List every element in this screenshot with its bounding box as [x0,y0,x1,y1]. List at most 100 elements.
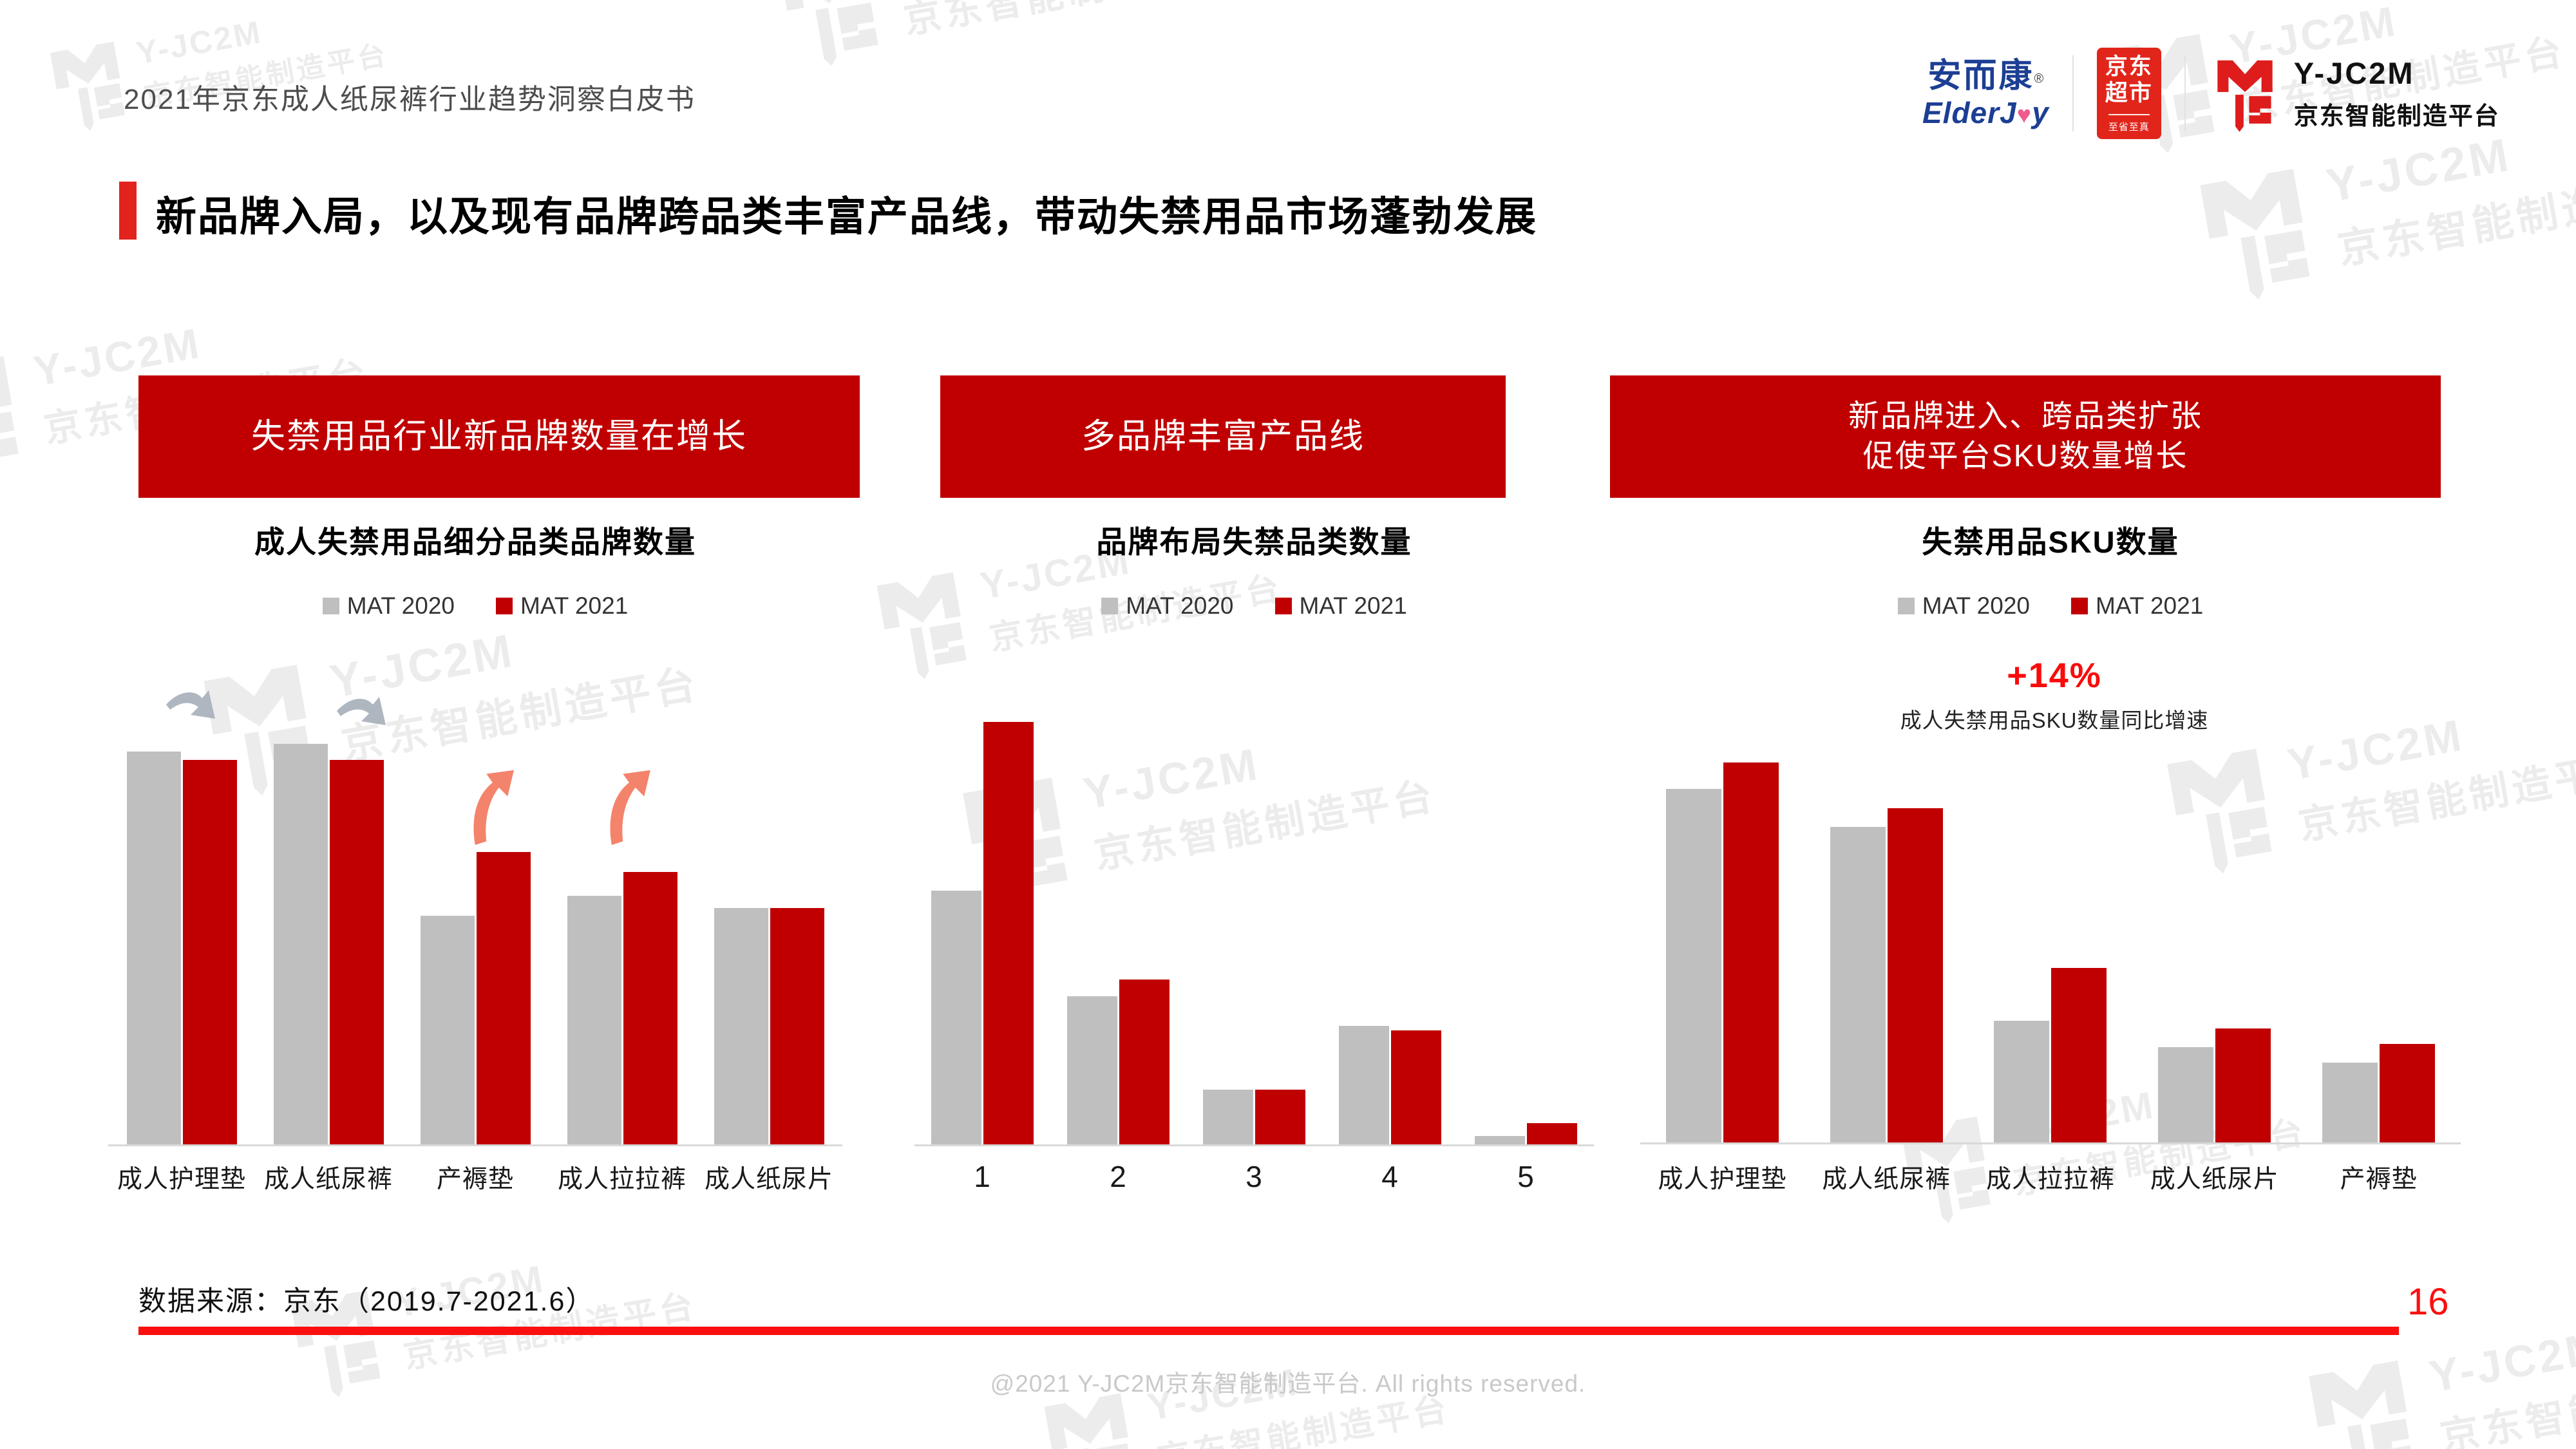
x-label-产褥垫: 产褥垫 [2340,1166,2418,1193]
yjc2m-watermark: Y-JC2M京东智能制造平台 [763,0,1235,79]
bar-MAT2020-成人纸尿片 [714,908,768,1144]
legend-mat2021: MAT 2021 [2071,592,2203,620]
bar-group-成人护理垫 [126,744,237,1144]
jd-supermarket-tagline: 至省至真 [2108,114,2150,133]
legend-swatch-red [1274,598,1292,614]
bar-MAT2020-成人护理垫 [126,752,181,1144]
bar-MAT2021-5 [1527,1123,1577,1144]
x-label-1: 1 [974,1160,991,1193]
chart2-x-labels: 1 2 3 4 5 [914,1159,1594,1194]
x-label-成人纸尿片: 成人纸尿片 [2150,1166,2279,1193]
yjc2m-m-icon [2200,169,2310,300]
bar-MAT2021-1 [983,722,1034,1144]
chart1-title: 成人失禁用品细分品类品牌数量 [254,525,696,559]
banner-new-brands: 失禁用品行业新品牌数量在增长 [138,375,860,498]
x-label-成人纸尿裤: 成人纸尿裤 [1822,1166,1951,1193]
chart1-x-labels: 成人护理垫 成人纸尿裤 产褥垫 成人拉拉裤 成人纸尿片 [108,1159,842,1195]
bar-MAT2020-4 [1339,1026,1389,1144]
bar-MAT2021-3 [1255,1090,1305,1144]
page-number: 16 [2407,1281,2449,1323]
elderjoy-en: ElderJ♥y [1922,96,2049,129]
bar-MAT2020-2 [1067,996,1117,1144]
x-label-成人护理垫: 成人护理垫 [117,1166,246,1193]
logo-divider [2184,55,2186,131]
bar-MAT2020-1 [931,891,981,1144]
x-label-成人护理垫: 成人护理垫 [1658,1166,1787,1193]
legend-swatch-red [2071,598,2088,614]
bar-MAT2021-成人纸尿裤 [329,760,384,1144]
bar-MAT2020-成人纸尿片 [2158,1047,2214,1142]
legend-mat2021: MAT 2021 [1274,592,1407,620]
sku-count-bar-chart [1640,762,2461,1144]
sku-growth-annotation: +14% 成人失禁用品SKU数量同比增速 [1861,656,2248,734]
bar-group-成人拉拉裤 [1994,762,2107,1142]
yjc2m-m-icon [0,355,19,460]
yjc2m-m-icon [2217,60,2273,132]
yjc2m-m-icon [778,0,878,66]
bar-group-产褥垫 [420,744,531,1144]
bar-MAT2020-成人护理垫 [1665,789,1721,1142]
bar-MAT2021-成人护理垫 [1723,762,1779,1142]
decline-arrow-icon [337,697,386,725]
jd-supermarket-logo: 京东 超市 至省至真 [2096,48,2161,139]
bar-group-成人纸尿裤 [273,744,384,1144]
bar-group-3 [1203,722,1305,1144]
chart1-legend: MAT 2020 MAT 2021 [108,592,842,620]
bar-MAT2020-成人拉拉裤 [1994,1021,2050,1142]
brand-count-bar-chart [108,744,842,1146]
elderjoy-logo: 安而康® ElderJ♥y [1922,59,2049,128]
legend-swatch-gray [322,598,339,614]
growth-label: 成人失禁用品SKU数量同比增速 [1900,708,2209,732]
yjc2m-m-icon [876,572,967,679]
bar-group-4 [1339,722,1441,1144]
bar-group-成人纸尿片 [2158,762,2271,1142]
yjc2m-logo: Y-JC2M 京东智能制造平台 [2209,52,2500,135]
bar-MAT2020-成人拉拉裤 [567,896,621,1144]
bar-group-成人拉拉裤 [567,744,677,1144]
chart3-title: 失禁用品SKU数量 [1922,525,2179,559]
logo-divider [2072,55,2074,131]
banner-sku-growth: 新品牌进入、跨品类扩张 促使平台SKU数量增长 [1610,375,2441,498]
bar-MAT2020-产褥垫 [420,916,475,1144]
legend-mat2020: MAT 2020 [1897,592,2030,620]
legend-mat2020: MAT 2020 [1101,592,1234,620]
bar-MAT2021-产褥垫 [2380,1044,2436,1142]
jd-supermarket-text: 京东 超市 [2105,53,2153,106]
bar-MAT2021-成人纸尿裤 [1887,808,1943,1142]
legend-swatch-gray [1101,598,1119,614]
chart3-x-labels: 成人护理垫 成人纸尿裤 成人拉拉裤 成人纸尿片 产褥垫 [1640,1159,2461,1195]
bar-MAT2021-成人纸尿片 [2215,1028,2271,1142]
bar-group-5 [1475,722,1577,1144]
x-label-成人拉拉裤: 成人拉拉裤 [557,1166,687,1193]
growth-value: +14% [2007,656,2102,695]
legend-mat2021: MAT 2021 [496,592,628,620]
x-label-成人纸尿片: 成人纸尿片 [704,1166,833,1193]
category-count-bar-chart [914,722,1594,1146]
chart2-title: 品牌布局失禁品类数量 [1096,525,1412,559]
bar-group-成人纸尿裤 [1830,762,1943,1142]
heart-icon: ♥ [2016,102,2032,129]
x-axis [1640,1142,2461,1144]
bar-MAT2021-4 [1391,1030,1441,1144]
bar-MAT2020-产褥垫 [2322,1063,2378,1142]
x-label-2: 2 [1110,1160,1127,1193]
chart3-legend: MAT 2020 MAT 2021 [1640,592,2461,620]
banner-multi-brand: 多品牌丰富产品线 [940,375,1506,498]
decline-arrow-icon [166,690,215,719]
yjc2m-text: Y-JC2M 京东智能制造平台 [2293,56,2500,130]
page-title: 新品牌入局，以及现有品牌跨品类丰富产品线，带动失禁用品市场蓬勃发展 [156,194,1537,240]
x-label-3: 3 [1245,1160,1263,1193]
bar-MAT2021-成人拉拉裤 [623,872,677,1144]
legend-mat2020: MAT 2020 [322,592,455,620]
chart2-legend: MAT 2020 MAT 2021 [914,592,1594,620]
bar-MAT2020-成人纸尿裤 [273,744,328,1144]
legend-swatch-red [496,598,513,614]
header-title: 2021年京东成人纸尿裤行业趋势洞察白皮书 [124,84,696,115]
bar-group-2 [1067,722,1170,1144]
x-axis [914,1144,1594,1146]
x-label-成人纸尿裤: 成人纸尿裤 [263,1166,393,1193]
bar-MAT2020-5 [1475,1136,1525,1144]
footer-divider-line [138,1327,2399,1335]
legend-swatch-gray [1897,598,1915,614]
